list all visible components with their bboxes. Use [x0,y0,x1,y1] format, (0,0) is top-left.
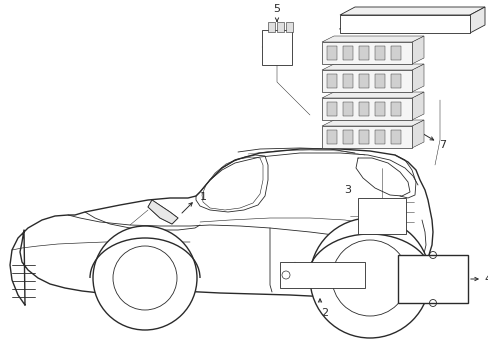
Bar [326,130,336,144]
Bar [342,130,352,144]
Bar [358,74,368,88]
Bar [358,102,368,116]
Bar [326,74,336,88]
Bar [267,22,274,32]
Bar [262,30,291,65]
Polygon shape [411,92,423,120]
Polygon shape [321,120,423,126]
Polygon shape [339,7,484,15]
Bar [358,46,368,60]
Bar [358,130,368,144]
Bar [339,15,469,33]
Bar [374,74,384,88]
Polygon shape [321,36,423,42]
Bar [321,126,411,148]
Polygon shape [411,36,423,64]
Bar [390,102,400,116]
Bar [285,22,292,32]
Bar [357,198,405,234]
Polygon shape [321,64,423,70]
Text: 2: 2 [321,308,328,318]
Text: 4: 4 [483,274,488,284]
Polygon shape [411,120,423,148]
Polygon shape [321,92,423,98]
Bar [397,255,467,303]
Bar [374,102,384,116]
Bar [321,98,411,120]
Polygon shape [411,64,423,92]
Text: 5: 5 [273,4,280,14]
Bar [390,46,400,60]
Bar [374,130,384,144]
Text: 6: 6 [353,16,360,26]
Bar [280,262,364,288]
Bar [342,102,352,116]
Bar [326,46,336,60]
Bar [276,22,284,32]
Bar [390,130,400,144]
Text: 3: 3 [344,185,351,195]
Polygon shape [148,200,178,224]
Text: 1: 1 [200,192,206,202]
Bar [342,46,352,60]
Bar [326,102,336,116]
Bar [390,74,400,88]
Circle shape [309,218,429,338]
Bar [321,42,411,64]
Text: 7: 7 [438,140,445,150]
Bar [321,70,411,92]
Circle shape [93,226,197,330]
Bar [342,74,352,88]
Bar [374,46,384,60]
Polygon shape [469,7,484,33]
